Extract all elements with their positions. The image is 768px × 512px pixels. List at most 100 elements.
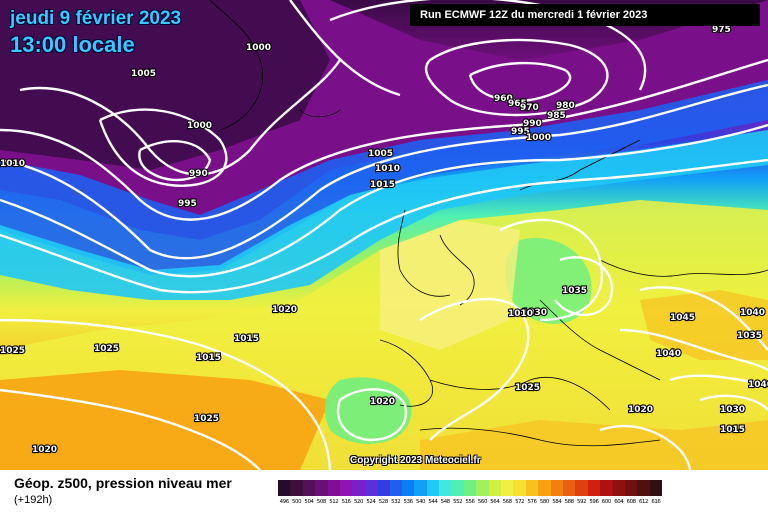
legend-footer: Géop. z500, pression niveau mer (+192h) … — [0, 470, 768, 512]
color-scale-swatch — [637, 480, 650, 496]
legend-title: Géop. z500, pression niveau mer — [14, 475, 232, 491]
color-scale-swatch — [624, 480, 638, 496]
color-scale — [278, 480, 663, 496]
color-scale-swatch — [401, 480, 415, 496]
yellow-pale — [380, 220, 520, 350]
isobar-label: 1025 — [0, 346, 25, 356]
color-scale-tick: 544 — [428, 499, 438, 505]
isobar-label: 1010 — [375, 164, 400, 174]
jet-band-blue — [0, 80, 768, 275]
green-cutoff — [324, 377, 412, 444]
isobar-label: 1020 — [370, 397, 395, 407]
color-scale-swatch — [600, 480, 613, 496]
orange-east — [640, 290, 768, 360]
isobar-label: 1015 — [234, 334, 259, 344]
isobar-label: 1025 — [194, 414, 219, 424]
isobar-label: 1020 — [32, 445, 57, 455]
color-scale-tick: 524 — [366, 499, 376, 505]
color-scale-tick: 520 — [353, 499, 364, 505]
isobar-label: 970 — [520, 103, 539, 113]
deep-low-core — [0, 0, 330, 170]
color-scale-swatch — [575, 480, 588, 496]
color-scale-tick: 580 — [539, 499, 550, 505]
color-scale-swatch — [302, 480, 316, 496]
isobar-label: 1015 — [196, 353, 221, 363]
color-scale-swatch — [290, 480, 303, 496]
color-scale-tick: 584 — [552, 499, 562, 505]
color-scale-tick: 496 — [279, 499, 290, 505]
color-scale-tick: 516 — [341, 499, 352, 505]
color-scale-swatch — [538, 480, 551, 496]
model-run-label: Run ECMWF 12Z du mercredi 1 février 2023 — [410, 4, 760, 26]
isobar-label: 990 — [189, 169, 208, 179]
isobar-label: 1015 — [720, 425, 745, 435]
color-scale-tick: 568 — [502, 499, 513, 505]
color-scale-tick: 556 — [465, 499, 476, 505]
color-scale-tick: 604 — [614, 499, 624, 505]
color-scale-swatch — [587, 480, 601, 496]
isobar-label: 1035 — [737, 331, 762, 341]
color-scale-tick: 608 — [626, 499, 637, 505]
forecast-date: jeudi 9 février 2023 — [10, 8, 182, 29]
weather-map: 1000 975 1005 960 965 970 980 985 990 99… — [0, 0, 768, 470]
color-scale-tick: 540 — [415, 499, 426, 505]
color-scale-swatch — [414, 480, 427, 496]
color-scale-swatch — [389, 480, 402, 496]
isobar-label: 1035 — [562, 286, 587, 296]
color-scale-swatch — [377, 480, 390, 496]
color-scale-swatch — [649, 480, 663, 496]
color-scale-ticks: 496 500 504 508 512 516 520 524 528 532 536 540 544 5… — [278, 499, 662, 505]
color-scale-tick: 596 — [589, 499, 599, 505]
isobar-labels: 1000 975 1005 960 965 970 980 985 990 99… — [0, 24, 768, 456]
color-scale-swatch — [439, 480, 452, 496]
isobar-label: 1040 — [740, 308, 765, 318]
copyright-notice: Copyright 2023 Meteociel.fr — [350, 455, 481, 466]
isobar-label: 1015 — [370, 180, 395, 190]
isobar-label: 1045 — [670, 313, 695, 323]
isobar-label: 1030 — [720, 405, 745, 415]
isobar-label: 1010 — [0, 159, 25, 169]
isobar-label: 1000 — [187, 121, 212, 131]
color-scale-tick: 576 — [527, 499, 537, 505]
color-scale-swatch — [550, 480, 563, 496]
isobar-label: 965 — [508, 99, 527, 109]
color-scale-tick: 548 — [440, 499, 451, 505]
legend-subtitle: (+192h) — [14, 494, 53, 506]
color-scale-swatch — [364, 480, 378, 496]
color-scale-tick: 532 — [391, 499, 401, 505]
color-scale-swatch — [352, 480, 365, 496]
color-scale-tick: 564 — [490, 499, 500, 505]
color-scale-swatch — [315, 480, 328, 496]
isobar-label: 1025 — [515, 383, 540, 393]
isobar-label: 1000 — [246, 43, 271, 53]
isobar-label: 1020 — [628, 405, 653, 415]
color-scale-tick: 500 — [292, 499, 302, 505]
color-scale-tick: 612 — [638, 499, 649, 505]
color-scale-tick: 528 — [378, 499, 389, 505]
forecast-time: 13:00 locale — [10, 32, 135, 57]
color-scale-swatch — [525, 480, 539, 496]
color-scale-tick: 588 — [564, 499, 575, 505]
color-scale-swatch — [488, 480, 502, 496]
isobar-label: 1025 — [94, 344, 119, 354]
color-scale-swatch — [513, 480, 526, 496]
green-europe — [505, 238, 592, 324]
color-scale-swatch — [612, 480, 625, 496]
isobar-label: 1005 — [131, 69, 156, 79]
isobar-label: 1010 — [508, 309, 533, 319]
color-scale-swatch — [463, 480, 477, 496]
orange-north-africa — [420, 420, 768, 470]
isobar-label: 1020 — [272, 305, 297, 315]
isobar-label: 1005 — [368, 149, 393, 159]
isobars — [0, 0, 768, 470]
isobar-label: 980 — [556, 101, 575, 111]
isobar-label: 1040 — [748, 380, 768, 390]
color-scale-swatch — [476, 480, 489, 496]
color-scale-swatch — [327, 480, 340, 496]
color-scale-tick: 572 — [515, 499, 525, 505]
color-scale-swatch — [501, 480, 514, 496]
isobar-label: 960 — [494, 94, 513, 104]
isobar-label: 990 — [523, 119, 542, 129]
color-scale-swatch — [339, 480, 353, 496]
color-scale-tick: 536 — [403, 499, 414, 505]
